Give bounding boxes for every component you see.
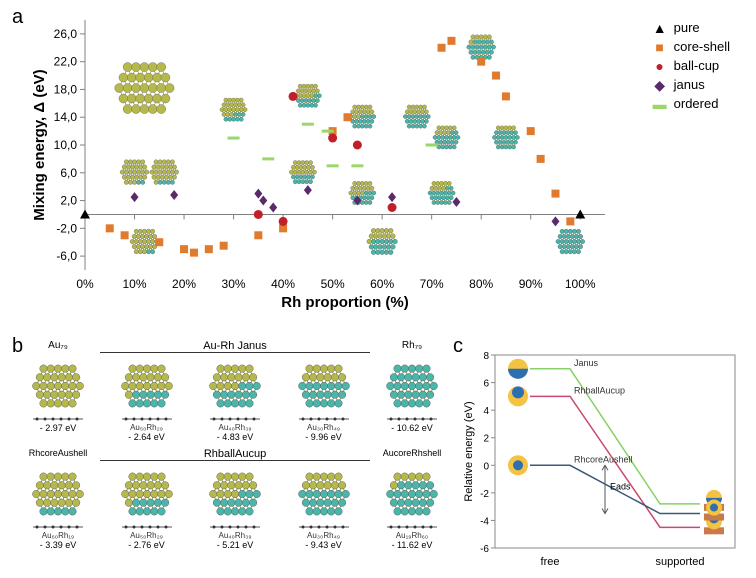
cluster-thumb: Au₆₀Rh₁₉- 3.39 eV [20,465,96,550]
legend: ▲pure ■core-shell ●ball-cup ◆janus ▬ordered [652,20,730,115]
svg-text:2: 2 [483,434,489,445]
svg-text:20%: 20% [172,277,196,291]
svg-text:6: 6 [483,379,489,390]
energy-diagram: -6 -4 -2 0 2 4 6 8 free supported Relative energy … [460,345,745,570]
svg-text:0%: 0% [76,277,94,291]
header-rh79: Rh₇₉ [374,340,450,353]
svg-text:Eads: Eads [610,481,631,491]
header-janus-group: Au-Rh Janus [96,340,374,353]
svg-text:RhballAucup: RhballAucup [574,385,625,395]
cluster-thumb: - 2.97 eV [20,357,96,442]
header-ballcup-group: RhballAucup [96,448,374,461]
svg-text:-6,0: -6,0 [56,249,77,263]
svg-text:26,0: 26,0 [54,27,78,41]
cluster-thumb: Au₅₀Rh₂₉- 2.76 eV [109,465,185,550]
header-aucore: AucoreRhshell [374,448,450,461]
legend-item: ■core-shell [652,39,730,54]
svg-text:40%: 40% [271,277,295,291]
legend-item: ●ball-cup [652,58,730,73]
panel-b-row2: Au₆₀Rh₁₉- 3.39 eVAu₅₀Rh₂₉- 2.76 eVAu₄₀Rh… [20,465,450,550]
svg-text:supported: supported [656,556,705,568]
panel-c: -6 -4 -2 0 2 4 6 8 free supported Relative energy … [460,345,745,570]
svg-text:4: 4 [483,406,489,417]
header-ballcup-label: RhballAucup [96,448,374,460]
svg-text:10,0: 10,0 [54,138,78,152]
svg-text:50%: 50% [321,277,345,291]
legend-item: ▬ordered [652,96,730,111]
svg-text:70%: 70% [420,277,444,291]
svg-text:-4: -4 [480,516,489,527]
panel-a-label: a [12,6,23,29]
svg-text:8: 8 [483,351,489,362]
panel-b-top-headers: Au₇₉ Au-Rh Janus Rh₇₉ [20,340,450,353]
cluster-thumb: Au₃₀Rh₄₉- 9.43 eV [286,465,362,550]
svg-text:60%: 60% [370,277,394,291]
panel-b-bot-headers: RhcoreAushell RhballAucup AucoreRhshell [20,448,450,461]
svg-text:Rh proportion (%): Rh proportion (%) [281,294,408,310]
cluster-thumb: Au₅₀Rh₂₉- 2.64 eV [109,357,185,442]
svg-text:6,0: 6,0 [60,166,77,180]
svg-text:10%: 10% [123,277,147,291]
panel-b-row1: - 2.97 eVAu₅₀Rh₂₉- 2.64 eVAu₄₀Rh₃₉- 4.83… [20,357,450,442]
svg-text:22,0: 22,0 [54,55,78,69]
cluster-thumb: Au₃₀Rh₄₉- 9.96 eV [286,357,362,442]
panel-b: Au₇₉ Au-Rh Janus Rh₇₉ - 2.97 eVAu₅₀Rh₂₉-… [20,340,450,570]
svg-text:free: free [541,556,560,568]
svg-text:-2,0: -2,0 [56,221,77,235]
scatter-plot: 0% 10% 20% 30% 40% 50% 60% 70% 80% 90% 100% -6,0 -2,… [30,10,615,310]
svg-text:80%: 80% [469,277,493,291]
svg-text:Relative energy (eV): Relative energy (eV) [463,401,475,501]
header-rhcore: RhcoreAushell [20,448,96,461]
svg-text:2,0: 2,0 [60,194,77,208]
legend-item: ▲pure [652,20,730,35]
panel-a: 0% 10% 20% 30% 40% 50% 60% 70% 80% 90% 100% -6,0 -2,… [30,10,730,320]
cluster-thumb: Au₁₉Rh₆₀- 11.62 eV [374,465,450,550]
cluster-thumb: - 10.62 eV [374,357,450,442]
svg-text:-2: -2 [480,489,489,500]
svg-text:Janus: Janus [574,358,599,368]
svg-text:100%: 100% [565,277,596,291]
svg-text:18,0: 18,0 [54,82,78,96]
header-janus-label: Au-Rh Janus [96,340,374,352]
svg-text:-6: -6 [480,544,489,555]
svg-text:RhcoreAushell: RhcoreAushell [574,454,633,464]
svg-text:Mixing energy, Δ (eV): Mixing energy, Δ (eV) [31,69,48,220]
header-au79: Au₇₉ [20,340,96,353]
svg-text:90%: 90% [519,277,543,291]
svg-text:30%: 30% [222,277,246,291]
cluster-thumb: Au₄₀Rh₃₉- 5.21 eV [197,465,273,550]
legend-item: ◆janus [652,77,730,92]
cluster-thumb: Au₄₀Rh₃₉- 4.83 eV [197,357,273,442]
svg-text:0: 0 [483,461,489,472]
svg-text:14,0: 14,0 [54,110,78,124]
